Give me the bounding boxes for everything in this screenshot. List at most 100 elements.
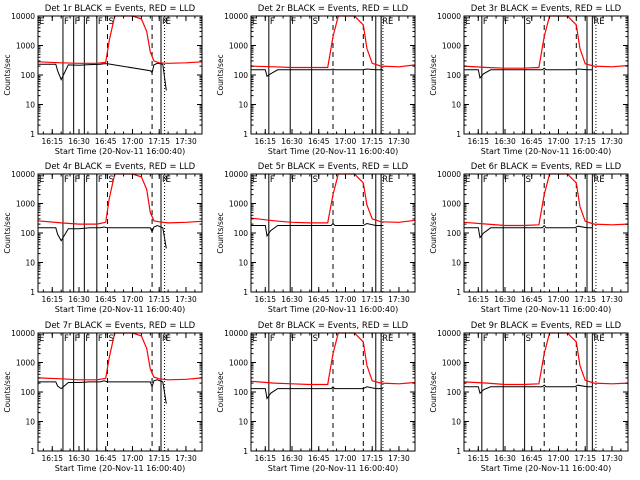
marker-label: F bbox=[75, 334, 80, 344]
x-tick-label: 17:15 bbox=[361, 137, 383, 146]
y-tick-label: 100 bbox=[21, 388, 36, 397]
y-axis-label: Counts/sec bbox=[429, 212, 438, 253]
x-tick-label: 17:30 bbox=[601, 137, 623, 146]
x-tick-label: 16:45 bbox=[95, 454, 117, 463]
y-tick-label: 1 bbox=[456, 288, 461, 297]
y-tick-label: 100 bbox=[234, 388, 249, 397]
marker-label: F bbox=[85, 17, 90, 27]
series-events bbox=[38, 379, 167, 404]
x-tick-label: 17:30 bbox=[175, 137, 197, 146]
marker-label: F bbox=[291, 175, 296, 185]
series-lld bbox=[37, 332, 203, 381]
y-tick-label: 10 bbox=[238, 418, 248, 427]
panel-title: Det 7r BLACK = Events, RED = LLD bbox=[45, 321, 196, 331]
x-tick-label: 17:15 bbox=[574, 454, 596, 463]
y-tick-label: 1 bbox=[456, 130, 461, 139]
marker-label: F bbox=[85, 175, 90, 185]
y-tick-label: 1000 bbox=[442, 42, 461, 51]
y-tick-label: 1 bbox=[243, 288, 248, 297]
x-tick-label: 17:30 bbox=[388, 137, 410, 146]
y-axis-label: Counts/sec bbox=[429, 54, 438, 95]
plot-frame bbox=[463, 15, 629, 135]
x-tick-label: 17:15 bbox=[148, 454, 170, 463]
y-axis-label: Counts/sec bbox=[216, 54, 225, 95]
x-tick-label: 17:30 bbox=[601, 295, 623, 304]
marker-label: F bbox=[98, 175, 103, 185]
plot-frame bbox=[463, 332, 629, 452]
y-tick-label: 1 bbox=[243, 130, 248, 139]
marker-label: S bbox=[109, 334, 114, 344]
marker-label: E bbox=[252, 175, 257, 185]
panel-title: Det 4r BLACK = Events, RED = LLD bbox=[45, 162, 196, 172]
marker-label: S bbox=[526, 175, 531, 185]
y-tick-label: 1 bbox=[30, 130, 35, 139]
x-tick-label: 16:15 bbox=[41, 454, 63, 463]
y-axis-label: Counts/sec bbox=[3, 212, 12, 253]
x-tick-label: 17:15 bbox=[574, 295, 596, 304]
x-tick-label: 16:15 bbox=[467, 454, 489, 463]
x-tick-label: 16:30 bbox=[494, 295, 516, 304]
x-tick-label: 16:15 bbox=[41, 295, 63, 304]
marker-label: E bbox=[465, 17, 470, 27]
marker-label: E bbox=[465, 175, 470, 185]
panel-title: Det 2r BLACK = Events, RED = LLD bbox=[258, 4, 409, 14]
x-tick-label: 17:00 bbox=[122, 295, 144, 304]
detector-panel: Det 4r BLACK = Events, RED = LLDEFFFFSRE… bbox=[3, 162, 203, 314]
y-axis-label: Counts/sec bbox=[3, 371, 12, 412]
y-tick-label: 100 bbox=[234, 229, 249, 238]
x-tick-label: 17:15 bbox=[361, 454, 383, 463]
x-tick-label: 16:30 bbox=[68, 454, 90, 463]
y-tick-label: 1000 bbox=[442, 200, 461, 209]
x-axis-label: Start Time (20-Nov-11 16:00:40) bbox=[55, 305, 185, 314]
x-tick-label: 17:00 bbox=[548, 454, 570, 463]
x-tick-label: 16:30 bbox=[281, 454, 303, 463]
marker-label: S bbox=[109, 175, 114, 185]
series-events bbox=[464, 224, 593, 239]
series-lld bbox=[37, 15, 203, 64]
x-axis-label: Start Time (20-Nov-11 16:00:40) bbox=[481, 305, 611, 314]
x-tick-label: 16:30 bbox=[68, 295, 90, 304]
x-tick-label: 16:45 bbox=[308, 295, 330, 304]
x-tick-label: 17:00 bbox=[548, 295, 570, 304]
marker-label: RE bbox=[382, 334, 393, 344]
x-tick-label: 17:30 bbox=[601, 454, 623, 463]
y-tick-label: 10000 bbox=[437, 12, 461, 21]
x-tick-label: 16:15 bbox=[254, 137, 276, 146]
x-axis-label: Start Time (20-Nov-11 16:00:40) bbox=[481, 464, 611, 473]
series-events bbox=[251, 386, 383, 400]
x-tick-label: 16:45 bbox=[95, 295, 117, 304]
x-tick-label: 17:15 bbox=[148, 137, 170, 146]
marker-label: S bbox=[526, 17, 531, 27]
y-tick-label: 1000 bbox=[229, 359, 248, 368]
marker-label: F bbox=[98, 17, 103, 27]
series-events bbox=[38, 224, 167, 249]
marker-label: F bbox=[504, 334, 509, 344]
x-tick-label: 17:00 bbox=[548, 137, 570, 146]
x-tick-label: 17:15 bbox=[574, 137, 596, 146]
x-tick-label: 17:15 bbox=[148, 295, 170, 304]
marker-label: F bbox=[483, 334, 488, 344]
x-tick-label: 16:45 bbox=[308, 454, 330, 463]
series-events bbox=[251, 68, 383, 78]
y-tick-label: 1 bbox=[243, 447, 248, 456]
x-tick-label: 16:15 bbox=[254, 295, 276, 304]
marker-label: E bbox=[166, 175, 171, 185]
marker-label: F bbox=[64, 334, 69, 344]
x-tick-label: 16:30 bbox=[281, 295, 303, 304]
marker-label: S bbox=[526, 334, 531, 344]
y-tick-label: 100 bbox=[447, 229, 462, 238]
x-axis-label: Start Time (20-Nov-11 16:00:40) bbox=[268, 305, 398, 314]
y-tick-label: 10 bbox=[25, 259, 35, 268]
y-axis-label: Counts/sec bbox=[429, 371, 438, 412]
x-tick-label: 16:15 bbox=[41, 137, 63, 146]
y-axis-label: Counts/sec bbox=[216, 371, 225, 412]
x-tick-label: 16:45 bbox=[521, 295, 543, 304]
x-axis-label: Start Time (20-Nov-11 16:00:40) bbox=[481, 147, 611, 156]
y-tick-label: 100 bbox=[447, 388, 462, 397]
x-tick-label: 16:45 bbox=[521, 454, 543, 463]
y-tick-label: 1 bbox=[30, 288, 35, 297]
x-tick-label: 17:30 bbox=[388, 454, 410, 463]
